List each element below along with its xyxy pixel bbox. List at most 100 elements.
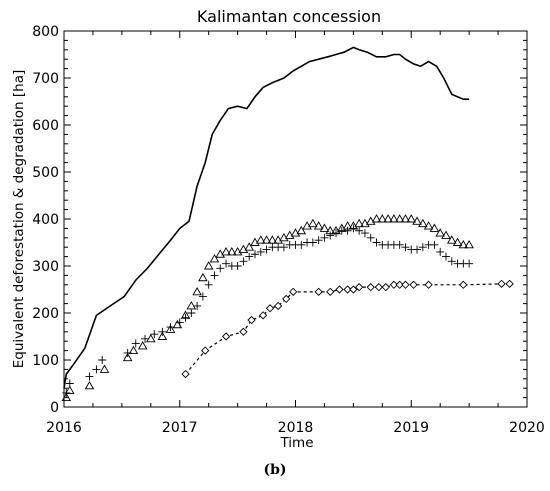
data-point [250,250,259,259]
y-tick-label: 100 [32,353,59,369]
y-tick-label: 400 [32,212,59,228]
data-point [65,379,74,388]
data-point [262,245,271,254]
data-point [157,331,168,340]
data-point [150,330,159,339]
data-point [198,292,207,301]
data-point [158,327,167,336]
data-point [383,214,393,223]
y-tick-label: 500 [32,165,59,181]
data-point [267,235,278,244]
data-point [99,364,110,373]
data-point [429,223,440,232]
data-point [319,223,330,232]
data-point [131,339,140,348]
data-point [255,235,266,244]
data-point [381,283,390,292]
x-tick-label: 2018 [278,420,314,436]
data-point [406,214,417,223]
data-point [446,235,457,244]
y-tick-label: 200 [32,306,59,322]
data-point [265,304,275,313]
data-point [349,224,358,233]
data-point [418,218,428,228]
data-point [193,301,202,310]
series-layer [61,46,514,402]
data-point [436,247,445,256]
y-tick-label: 600 [32,118,59,134]
data-point [239,257,248,266]
chart: Kalimantan concession Equivalent defores… [11,7,545,451]
data-point [313,221,324,230]
data-point [123,348,132,357]
plot-frame [63,30,528,408]
data-point [395,240,404,249]
data-point [374,283,383,292]
series-line [185,283,510,375]
data-point [210,271,219,280]
series-line [63,46,470,389]
data-point [441,252,450,261]
data-point [355,226,364,235]
data-point [146,333,156,343]
data-point [247,315,256,325]
data-point [465,259,474,268]
data-point [377,214,388,223]
data-point [349,285,358,294]
data-point [459,280,468,289]
data-point [181,369,190,379]
data-point [85,372,94,381]
data-point [335,285,344,294]
series-2 [61,214,474,402]
data-point [203,261,214,270]
data-point [296,225,307,235]
data-point [122,352,133,362]
data-point [314,236,323,245]
data-point [233,262,242,270]
data-point [181,313,190,322]
data-point [274,301,283,311]
data-point [92,365,101,374]
x-tick-label: 2019 [393,420,429,436]
data-point [447,257,456,266]
data-point [201,346,210,355]
data-point [227,246,237,256]
data-point [343,285,352,294]
data-point [366,233,375,242]
x-tick-label: 2016 [46,420,82,436]
data-point [128,345,139,355]
data-point [413,245,422,254]
data-point [198,272,208,282]
data-point [221,332,231,341]
x-tick-label: 2020 [509,420,545,436]
data-point [137,340,148,350]
data-point [282,294,291,304]
data-point [389,214,399,223]
y-tick-label: 700 [32,71,59,87]
data-point [244,242,254,251]
y-tick-label: 0 [50,400,59,416]
data-point [372,238,381,247]
data-point [256,247,265,256]
data-point [371,214,382,223]
chart-title: Kalimantan concession [197,7,381,26]
data-point [395,280,404,289]
data-point [297,240,306,249]
data-point [424,280,433,289]
data-point [332,229,341,238]
data-point [505,279,514,288]
data-point [412,216,422,225]
data-point [192,286,202,296]
data-point [165,324,176,333]
data-point [141,334,150,343]
data-point [441,230,451,239]
data-point [204,280,213,289]
data-point [389,280,399,289]
axis-ticks: 2016 2017 2018 2019 2020 0 100 200 300 400 500 600 7… [32,24,545,436]
data-point [497,279,506,288]
data-point [401,243,410,252]
data-point [452,237,463,246]
data-point [172,319,183,329]
data-point [98,356,107,364]
data-point [314,287,323,296]
